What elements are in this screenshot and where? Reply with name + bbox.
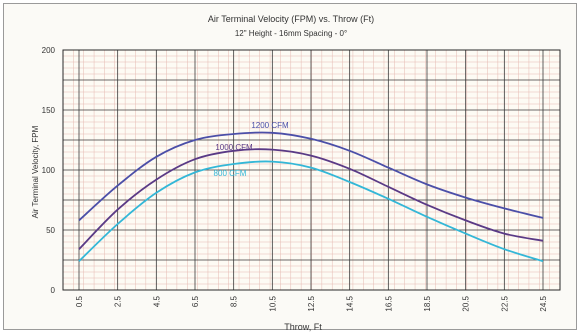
- x-tick-label: 22.5: [500, 295, 509, 311]
- series-lines: [78, 131, 544, 263]
- x-tick-label: 20.5: [462, 295, 471, 311]
- x-tick-label: 14.5: [346, 295, 355, 311]
- y-axis-label: Air Terminal Velocity, FPM: [31, 125, 40, 218]
- y-tick-label: 0: [51, 286, 56, 295]
- y-tick-label: 150: [42, 106, 56, 115]
- grid: [62, 49, 561, 291]
- chart-subtitle: 12" Height - 16mm Spacing - 0°: [235, 29, 347, 38]
- series-labels: 1200 CFM 1000 CFM 800 CFM: [214, 121, 289, 178]
- y-tick-label: 100: [42, 166, 56, 175]
- chart-title: Air Terminal Velocity (FPM) vs. Throw (F…: [208, 14, 374, 24]
- x-axis-label: Throw, Ft: [284, 322, 322, 332]
- series-label: 800 CFM: [214, 169, 247, 178]
- series-label: 1200 CFM: [251, 121, 289, 130]
- tick-labels: 0 50 100 150 200 0.5 2.5 4.5 6.5 8.5 10.5 12.5 14.5 1…: [42, 46, 548, 312]
- series-label: 1000 CFM: [215, 143, 253, 152]
- x-tick-label: 6.5: [191, 295, 200, 307]
- x-tick-label: 24.5: [539, 295, 548, 311]
- x-tick-label: 4.5: [152, 295, 161, 307]
- y-tick-label: 200: [42, 46, 56, 55]
- y-tick-label: 50: [46, 226, 55, 235]
- x-tick-label: 10.5: [268, 295, 277, 311]
- x-tick-label: 12.5: [307, 295, 316, 311]
- plot-border: [62, 49, 561, 291]
- x-tick-label: 2.5: [114, 295, 123, 307]
- x-tick-label: 0.5: [75, 295, 84, 307]
- axes: [62, 49, 561, 291]
- x-tick-label: 8.5: [230, 295, 239, 307]
- x-tick-label: 16.5: [384, 295, 393, 311]
- x-tick-label: 18.5: [423, 295, 432, 311]
